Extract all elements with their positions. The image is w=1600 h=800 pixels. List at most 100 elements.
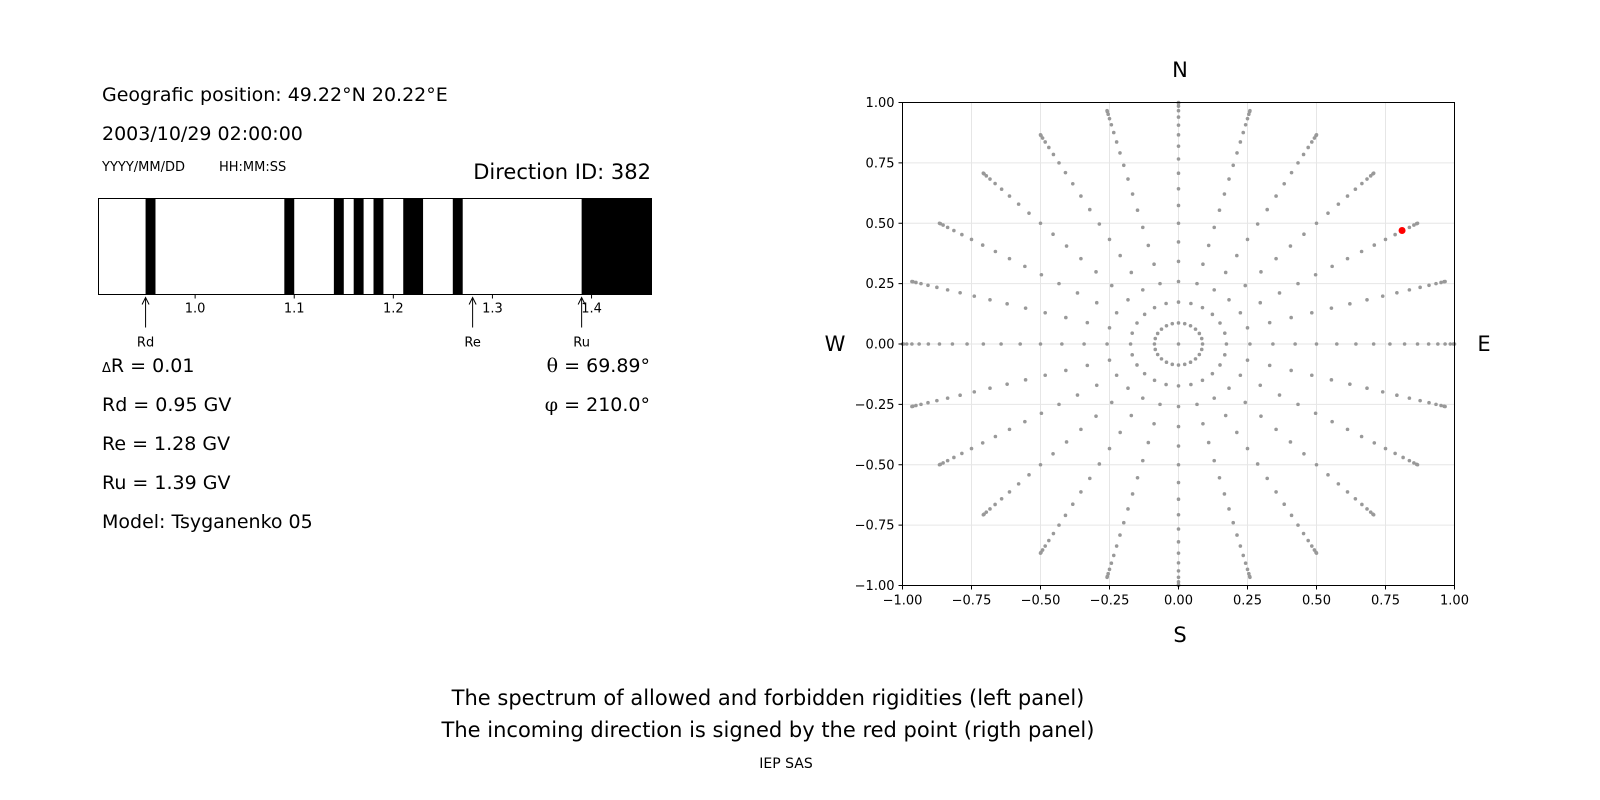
direction-point xyxy=(1359,249,1364,254)
direction-point xyxy=(1265,207,1270,212)
direction-point xyxy=(1176,259,1181,264)
direction-point xyxy=(980,243,985,247)
direction-point xyxy=(926,400,930,405)
direction-point xyxy=(1314,221,1319,226)
direction-point xyxy=(1407,288,1412,292)
direction-point xyxy=(919,281,923,286)
direction-point xyxy=(1314,342,1319,346)
direction-point xyxy=(1243,561,1248,566)
direction-point xyxy=(1176,203,1181,208)
direction-point xyxy=(1407,225,1412,230)
direction-point xyxy=(1087,207,1092,212)
rd-value: Rd = 0.95 GV xyxy=(102,394,232,416)
direction-point xyxy=(1126,386,1130,390)
direction-point xyxy=(1245,358,1250,362)
direction-point xyxy=(910,342,914,346)
x-tick-label: 0.00 xyxy=(1164,594,1193,609)
direction-point xyxy=(1176,342,1181,346)
direction-point xyxy=(1070,181,1075,186)
direction-point xyxy=(1153,336,1158,341)
direction-point xyxy=(1241,130,1246,135)
direction-point xyxy=(1118,533,1122,537)
direction-point xyxy=(1380,390,1385,394)
direction-point xyxy=(1436,342,1440,346)
direction-point xyxy=(1309,544,1314,548)
direction-point xyxy=(1051,531,1056,536)
x-tick-label: −0.75 xyxy=(952,594,992,609)
direction-point xyxy=(1121,163,1126,168)
direction-point xyxy=(1164,323,1169,328)
marker-re: Re xyxy=(464,296,481,351)
direction-point xyxy=(1259,414,1263,418)
direction-point xyxy=(1158,402,1162,407)
spectrum-frame xyxy=(98,198,652,295)
direction-point xyxy=(1118,151,1122,155)
direction-point xyxy=(1176,444,1181,448)
direction-point xyxy=(993,502,997,507)
direction-point xyxy=(1217,208,1222,213)
direction-point xyxy=(1087,476,1092,481)
direction-point xyxy=(910,279,914,284)
direction-point xyxy=(1302,451,1306,456)
direction-point xyxy=(1427,400,1431,405)
direction-point xyxy=(1129,413,1134,418)
direction-point xyxy=(1140,396,1145,400)
direction-point xyxy=(1097,222,1102,226)
direction-point xyxy=(1210,371,1215,376)
direction-point xyxy=(1176,123,1181,127)
direction-point xyxy=(1109,122,1114,127)
direction-point xyxy=(1152,421,1156,426)
direction-point xyxy=(1282,502,1287,507)
incoming-direction-point xyxy=(1398,226,1406,234)
direction-point xyxy=(1075,393,1080,397)
direction-point xyxy=(1039,411,1044,416)
direction-point xyxy=(999,496,1004,501)
direction-point xyxy=(1443,279,1447,284)
direction-point xyxy=(1265,476,1270,481)
direction-point xyxy=(1407,396,1412,400)
direction-point xyxy=(988,386,992,390)
direction-id: Direction ID: 382 xyxy=(473,160,651,184)
direction-point xyxy=(1176,480,1181,485)
direction-point xyxy=(1152,262,1156,267)
direction-point xyxy=(1314,133,1319,137)
direction-point xyxy=(1212,225,1217,230)
direction-point xyxy=(1170,362,1175,367)
direction-point xyxy=(1210,312,1215,317)
direction-point xyxy=(1060,342,1064,346)
direction-point xyxy=(1126,507,1130,511)
direction-point xyxy=(1064,440,1069,444)
direction-point xyxy=(1248,342,1252,346)
direction-point xyxy=(935,285,939,290)
direction-point xyxy=(1345,427,1350,432)
direction-point xyxy=(1371,171,1376,176)
datetime: 2003/10/29 02:00:00 xyxy=(102,123,303,145)
date-format-label: YYYY/MM/DD xyxy=(102,160,185,175)
direction-point xyxy=(1329,306,1334,310)
direction-point xyxy=(1415,342,1420,346)
direction-point xyxy=(1176,279,1181,284)
spectrum-markers: Rd Re Ru xyxy=(137,296,590,351)
direction-point xyxy=(1043,373,1048,378)
direction-point xyxy=(1114,140,1119,144)
compass-west: W xyxy=(824,332,846,356)
direction-point xyxy=(1189,301,1193,306)
direction-point xyxy=(960,232,964,237)
direction-point xyxy=(1293,342,1297,346)
direction-point xyxy=(945,225,950,230)
direction-point xyxy=(910,404,914,409)
phi-value: φ = 210.0° xyxy=(500,394,650,416)
direction-point xyxy=(1176,108,1181,113)
direction-point xyxy=(1007,490,1012,494)
direction-point xyxy=(1176,497,1181,502)
direction-point xyxy=(1434,402,1438,407)
direction-point xyxy=(1245,326,1250,330)
direction-point xyxy=(1282,181,1287,186)
direction-point xyxy=(1176,512,1181,517)
direction-point xyxy=(1142,312,1147,317)
direction-point xyxy=(1107,446,1112,451)
direction-point xyxy=(1426,342,1431,346)
direction-point xyxy=(1176,221,1181,226)
direction-point xyxy=(1277,291,1282,295)
direction-point xyxy=(1243,283,1248,288)
